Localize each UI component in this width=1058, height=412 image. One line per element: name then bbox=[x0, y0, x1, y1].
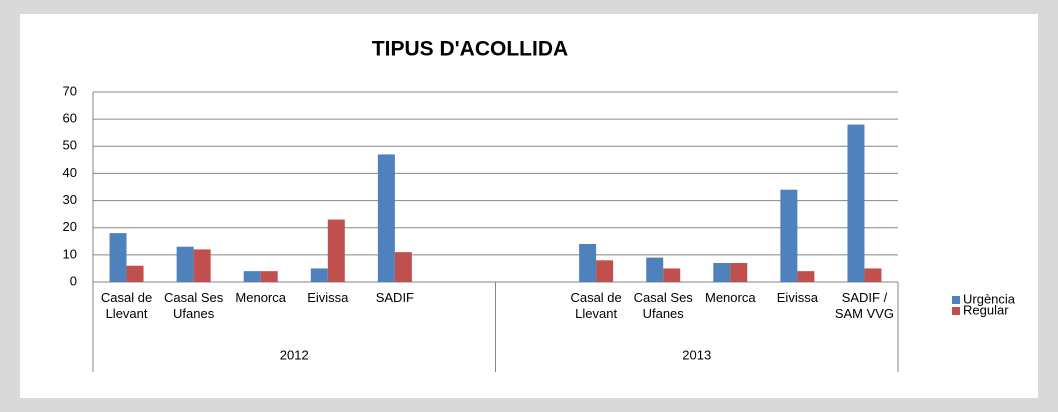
x-tick-label: SADIF / SAM VVG bbox=[834, 290, 895, 321]
y-tick-label: 0 bbox=[70, 273, 77, 288]
bar bbox=[596, 260, 614, 282]
bar bbox=[109, 233, 127, 282]
chart-area bbox=[20, 14, 1038, 398]
x-tick-label: Casal de Llevant bbox=[100, 290, 153, 321]
bar bbox=[663, 268, 681, 282]
bar bbox=[646, 257, 664, 282]
y-tick-label: 40 bbox=[63, 165, 77, 180]
legend-swatch bbox=[952, 296, 960, 304]
group-label: 2012 bbox=[280, 347, 309, 362]
bar bbox=[847, 124, 865, 282]
y-tick-label: 30 bbox=[63, 192, 77, 207]
y-tick-label: 50 bbox=[63, 138, 77, 153]
y-tick-label: 20 bbox=[63, 219, 77, 234]
bar bbox=[310, 268, 328, 282]
x-tick-label: SADIF bbox=[375, 290, 415, 305]
x-tick-label: Casal de Llevant bbox=[570, 290, 622, 321]
bar bbox=[394, 252, 412, 282]
bar bbox=[780, 189, 798, 282]
y-tick-label: 10 bbox=[63, 246, 77, 261]
x-tick-label: Casal Ses Ufanes bbox=[633, 290, 693, 321]
bar bbox=[864, 268, 882, 282]
bar bbox=[243, 271, 261, 282]
legend-swatch bbox=[952, 307, 960, 315]
bar bbox=[579, 244, 597, 282]
bar bbox=[713, 263, 731, 282]
legend-label: Urgència bbox=[963, 291, 1016, 306]
bar bbox=[176, 246, 194, 282]
x-tick-label: Casal Ses Ufanes bbox=[163, 290, 224, 321]
x-tick-label: Eivissa bbox=[307, 290, 349, 305]
y-tick-label: 70 bbox=[63, 83, 77, 98]
bar bbox=[260, 271, 278, 282]
bar bbox=[193, 249, 211, 282]
bar bbox=[797, 271, 815, 282]
bar bbox=[377, 154, 395, 282]
bar bbox=[730, 263, 748, 282]
x-tick-label: Menorca bbox=[235, 290, 286, 305]
x-tick-label: Menorca bbox=[705, 290, 756, 305]
group-label: 2013 bbox=[682, 347, 711, 362]
bar bbox=[327, 219, 345, 282]
legend-label: Regular bbox=[963, 302, 1009, 317]
x-tick-label: Eivissa bbox=[776, 290, 818, 305]
bar bbox=[126, 265, 144, 282]
y-tick-label: 60 bbox=[63, 111, 77, 126]
chart-title: TIPUS D'ACOLLIDA bbox=[372, 38, 568, 61]
